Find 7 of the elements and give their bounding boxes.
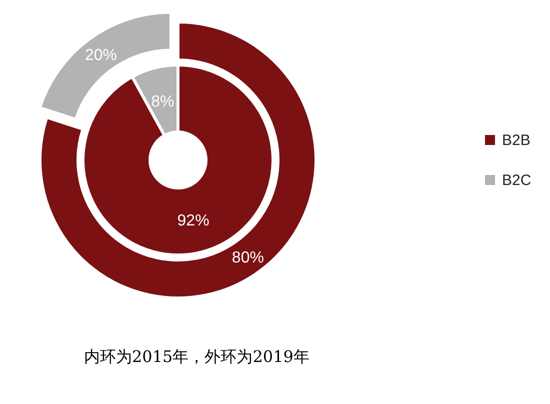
data-label: 8%: [151, 93, 174, 110]
legend-label: B2C: [502, 172, 532, 189]
data-label: 20%: [84, 47, 118, 64]
data-label: 80%: [232, 249, 264, 266]
legend-label: B2B: [502, 132, 530, 149]
data-label: 92%: [177, 212, 210, 230]
text: 内环为2015年，外环为2019年: [84, 347, 310, 366]
